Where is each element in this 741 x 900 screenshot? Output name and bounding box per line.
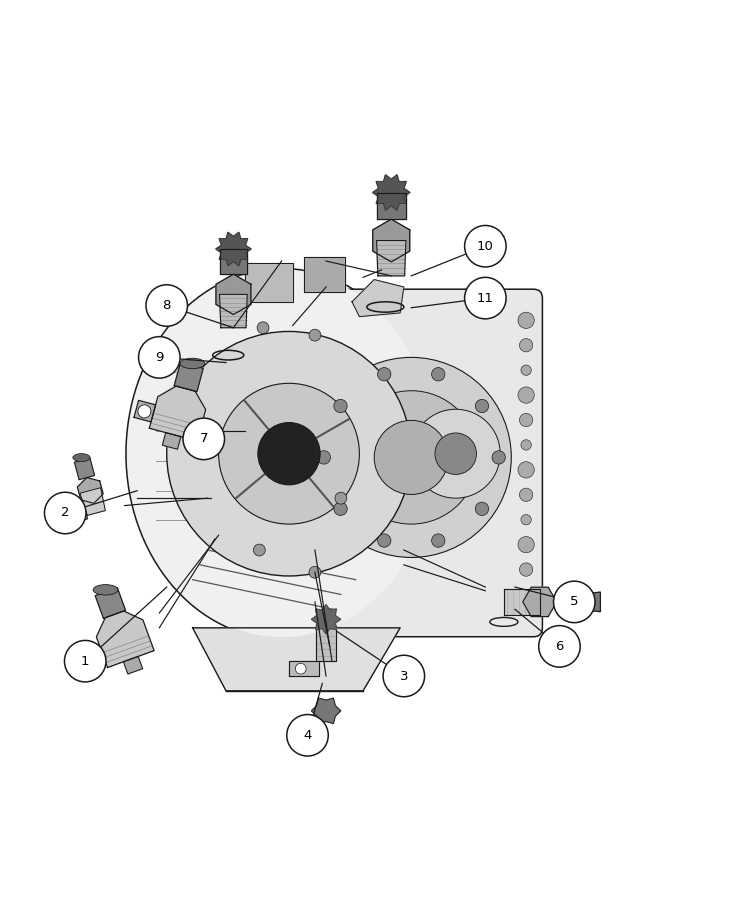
Circle shape [334,502,348,516]
Circle shape [518,387,534,403]
Circle shape [139,337,180,378]
Polygon shape [80,488,105,516]
Ellipse shape [127,270,435,637]
Circle shape [383,655,425,697]
Circle shape [287,715,328,756]
Circle shape [475,400,488,413]
Polygon shape [316,626,336,662]
Polygon shape [216,232,251,266]
Circle shape [309,566,321,578]
Ellipse shape [73,454,90,462]
Polygon shape [311,605,341,634]
Circle shape [257,322,269,334]
Text: 6: 6 [555,640,564,652]
Polygon shape [376,240,406,276]
Circle shape [554,581,595,623]
Polygon shape [193,628,400,691]
Circle shape [521,515,531,525]
Circle shape [518,312,534,328]
Circle shape [374,420,448,494]
Polygon shape [245,263,293,302]
Polygon shape [523,587,556,617]
Polygon shape [289,662,319,676]
Circle shape [431,534,445,547]
Circle shape [334,400,348,413]
Text: 8: 8 [162,299,171,312]
Circle shape [253,544,265,556]
Polygon shape [74,458,95,480]
Circle shape [44,492,86,534]
Polygon shape [311,698,341,724]
Polygon shape [150,386,206,441]
Circle shape [345,391,478,524]
Circle shape [519,488,533,501]
Polygon shape [219,294,247,328]
Circle shape [521,590,531,599]
Circle shape [521,440,531,450]
Circle shape [183,418,225,460]
Text: 5: 5 [570,596,579,608]
Circle shape [167,331,411,576]
Circle shape [521,365,531,375]
Circle shape [87,650,100,663]
Circle shape [518,536,534,553]
Circle shape [64,641,106,682]
Circle shape [138,405,151,418]
Ellipse shape [126,268,437,639]
Circle shape [465,226,506,267]
Text: 9: 9 [155,351,164,364]
Polygon shape [77,478,103,503]
Polygon shape [162,433,181,449]
Circle shape [378,534,391,547]
Polygon shape [376,193,406,220]
Ellipse shape [180,358,205,369]
Circle shape [431,367,445,381]
Circle shape [317,451,330,464]
Ellipse shape [93,585,118,595]
Polygon shape [83,645,105,668]
Text: 2: 2 [61,507,70,519]
Circle shape [435,433,476,474]
Circle shape [296,663,306,674]
Circle shape [309,329,321,341]
Polygon shape [582,592,600,612]
Text: 10: 10 [477,239,494,253]
Polygon shape [304,257,345,292]
Circle shape [335,492,347,504]
Circle shape [519,413,533,427]
Circle shape [378,367,391,381]
Circle shape [258,423,320,485]
Text: 4: 4 [303,729,312,742]
Polygon shape [504,589,539,615]
Polygon shape [96,588,125,618]
Circle shape [519,562,533,576]
Text: 3: 3 [399,670,408,682]
Polygon shape [96,611,154,668]
Circle shape [465,277,506,319]
Polygon shape [67,504,87,523]
Polygon shape [174,363,203,392]
Circle shape [539,626,580,667]
Circle shape [411,410,500,499]
Circle shape [311,357,511,557]
Polygon shape [373,220,410,262]
Polygon shape [352,280,404,317]
Text: 1: 1 [81,654,90,668]
Text: 11: 11 [477,292,494,304]
Polygon shape [216,274,251,314]
Polygon shape [373,175,410,211]
Circle shape [219,383,359,524]
Text: 7: 7 [199,432,208,446]
Polygon shape [219,249,247,274]
FancyBboxPatch shape [336,289,542,636]
Circle shape [475,502,488,516]
Circle shape [519,338,533,352]
Circle shape [518,462,534,478]
Polygon shape [124,656,142,674]
Polygon shape [556,590,582,614]
Polygon shape [134,400,156,422]
Circle shape [492,451,505,464]
Circle shape [146,284,187,327]
